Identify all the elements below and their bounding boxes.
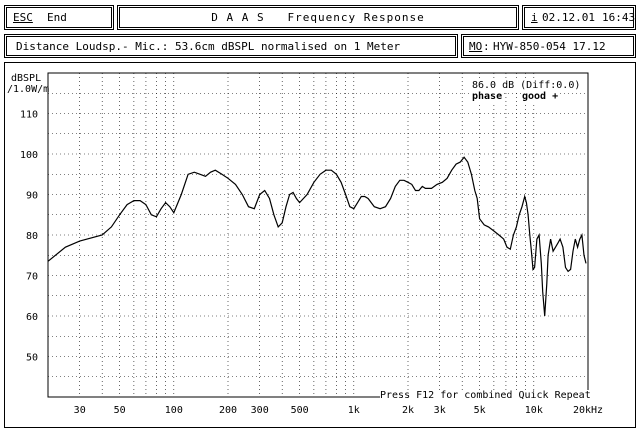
frequency-response-curve	[47, 156, 587, 317]
measurement-description-panel: Distance Loudsp.- Mic.: 53.6cm dBSPL nor…	[4, 34, 458, 58]
y-unit-label: dBSPL	[11, 73, 42, 84]
page-title: D A A S Frequency Response	[211, 11, 425, 24]
x-tick-label: 100	[165, 405, 183, 416]
y-tick-label: 80	[26, 231, 38, 242]
x-tick-label: 10k	[525, 405, 543, 416]
level-readout: 86.0 dB (Diff:0.0)	[472, 80, 581, 92]
y-tick-label: 70	[26, 272, 38, 283]
date-time-panel[interactable]: i 02.12.01 16:43	[522, 5, 636, 30]
x-tick-label: 200	[219, 405, 237, 416]
y-tick-label: 110	[20, 110, 38, 121]
phase-value: good +	[522, 91, 559, 103]
y-tick-labels: 50 60 70 80 90 100 110	[20, 110, 38, 364]
model-value: HYW-850-054 17.12	[493, 40, 606, 53]
x-tick-label: 1k	[348, 405, 360, 416]
esc-key-label: ESC	[13, 11, 33, 24]
x-tick-labels: 30 50 100 200 300 500 1k 2k 3k 5k 10k 20kHz	[74, 405, 603, 416]
y-tick-label: 90	[26, 191, 38, 202]
y-tick-label: 100	[20, 150, 38, 161]
measurement-description: Distance Loudsp.- Mic.: 53.6cm dBSPL nor…	[16, 40, 401, 53]
x-tick-label: 5k	[474, 405, 486, 416]
x-tick-label: 50	[114, 405, 126, 416]
x-tick-label: 300	[251, 405, 269, 416]
date-label: 02.12.01	[542, 11, 595, 24]
x-tick-label: 20kHz	[573, 405, 603, 416]
esc-end-button[interactable]: ESC End	[4, 5, 114, 30]
model-panel[interactable]: MO : HYW-850-054 17.12	[461, 34, 636, 58]
model-key-label: MO	[469, 40, 483, 53]
title-bar: D A A S Frequency Response	[117, 5, 519, 30]
y-unit-sub-label: /1.0W/m	[7, 84, 50, 95]
y-tick-label: 60	[26, 312, 38, 323]
x-tick-label: 3k	[434, 405, 446, 416]
plot-area-border	[47, 72, 589, 398]
chart-grid	[48, 73, 588, 397]
time-label: 16:43	[602, 11, 636, 24]
phase-label: phase	[472, 91, 503, 103]
quick-repeat-hint: Press F12 for combined Quick Repeat	[380, 390, 591, 402]
y-tick-label: 50	[26, 353, 38, 364]
info-key-label: i	[531, 11, 538, 24]
end-label: End	[47, 11, 67, 24]
x-tick-label: 30	[74, 405, 86, 416]
x-tick-label: 2k	[402, 405, 414, 416]
model-colon: :	[483, 40, 490, 53]
x-tick-label: 500	[291, 405, 309, 416]
